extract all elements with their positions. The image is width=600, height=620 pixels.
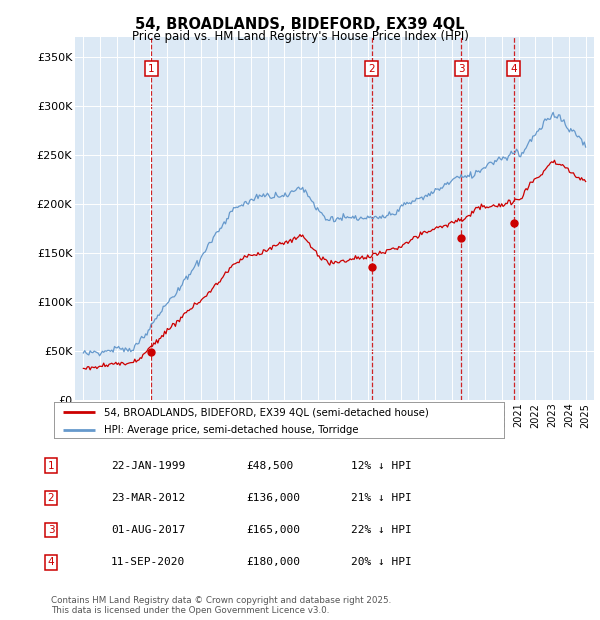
Text: 21% ↓ HPI: 21% ↓ HPI [351,493,412,503]
Text: £136,000: £136,000 [246,493,300,503]
Text: £48,500: £48,500 [246,461,293,471]
Text: 3: 3 [458,64,465,74]
Text: 2: 2 [47,493,55,503]
Text: 4: 4 [47,557,55,567]
Text: 12% ↓ HPI: 12% ↓ HPI [351,461,412,471]
Text: 01-AUG-2017: 01-AUG-2017 [111,525,185,535]
Text: 11-SEP-2020: 11-SEP-2020 [111,557,185,567]
Text: HPI: Average price, semi-detached house, Torridge: HPI: Average price, semi-detached house,… [104,425,358,435]
Text: 54, BROADLANDS, BIDEFORD, EX39 4QL: 54, BROADLANDS, BIDEFORD, EX39 4QL [135,17,465,32]
Text: 22-JAN-1999: 22-JAN-1999 [111,461,185,471]
Text: 1: 1 [148,64,155,74]
Text: 4: 4 [511,64,517,74]
Text: Contains HM Land Registry data © Crown copyright and database right 2025.
This d: Contains HM Land Registry data © Crown c… [51,596,391,615]
Text: 2: 2 [368,64,375,74]
Text: 3: 3 [47,525,55,535]
Text: 54, BROADLANDS, BIDEFORD, EX39 4QL (semi-detached house): 54, BROADLANDS, BIDEFORD, EX39 4QL (semi… [104,407,428,417]
Text: 1: 1 [47,461,55,471]
Text: Price paid vs. HM Land Registry's House Price Index (HPI): Price paid vs. HM Land Registry's House … [131,30,469,43]
Text: 22% ↓ HPI: 22% ↓ HPI [351,525,412,535]
Text: 23-MAR-2012: 23-MAR-2012 [111,493,185,503]
Text: £180,000: £180,000 [246,557,300,567]
Text: £165,000: £165,000 [246,525,300,535]
Text: 20% ↓ HPI: 20% ↓ HPI [351,557,412,567]
